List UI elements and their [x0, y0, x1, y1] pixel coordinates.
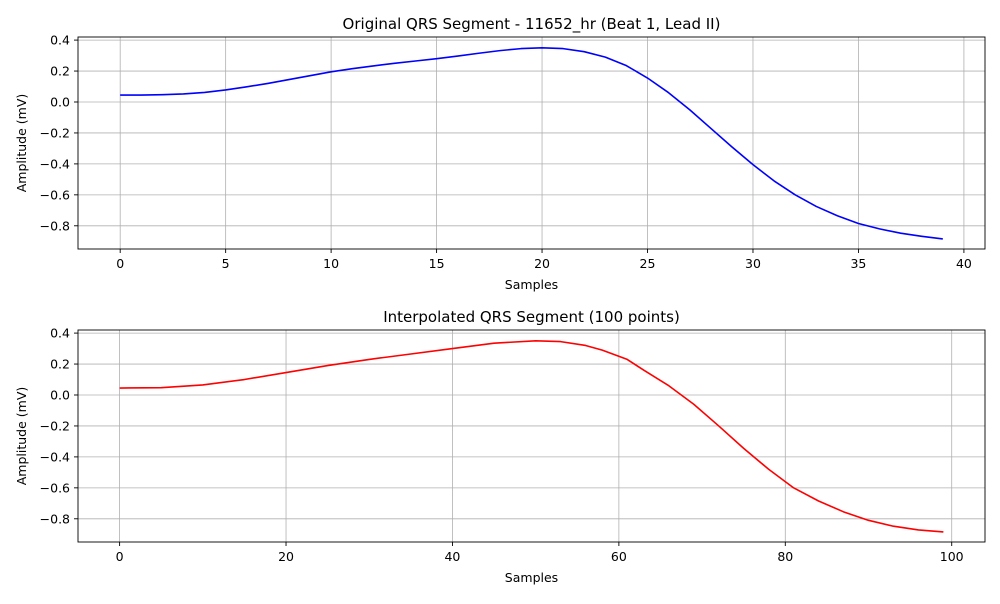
y-tick-label: 0.2 [50, 64, 70, 79]
x-axis-label: Samples [505, 570, 558, 585]
x-tick-label: 30 [745, 256, 761, 271]
series-line-1 [119, 340, 944, 533]
plot-frame [77, 36, 986, 250]
x-tick-label: 25 [640, 256, 656, 271]
y-tick-label: 0.4 [50, 326, 70, 341]
chart-title: Interpolated QRS Segment (100 points) [383, 308, 680, 326]
y-tick-label: −0.6 [40, 187, 70, 202]
series-line-1 [120, 47, 943, 240]
x-tick-label: 20 [278, 549, 294, 564]
y-tick-label: −0.8 [40, 218, 70, 233]
y-tick-label: −0.4 [40, 449, 70, 464]
x-tick-label: 10 [323, 256, 339, 271]
subplot-2: 0 20 40 60 80 100 −0.8 −0.6 −0.4 −0.2 0.0 0.2 0.4 Int… [14, 308, 986, 585]
y-tick-label: −0.8 [40, 511, 70, 526]
chart-title: Original QRS Segment - 11652_hr (Beat 1,… [343, 15, 721, 34]
y-tick-label: 0.2 [50, 357, 70, 372]
y-tick-label: 0.0 [50, 94, 70, 109]
x-tick-label: 15 [429, 256, 445, 271]
subplot-1: 0 5 10 15 20 25 30 35 40 −0.8 −0.6 −0.4 −0.2 0.0 0.2 0.… [14, 15, 986, 292]
y-tick-label: −0.2 [40, 125, 70, 140]
x-tick-label: 20 [534, 256, 550, 271]
y-tick-label: −0.6 [40, 480, 70, 495]
x-tick-label: 0 [116, 549, 124, 564]
x-axis-label: Samples [505, 277, 558, 292]
x-tick-label: 80 [777, 549, 793, 564]
x-tick-label: 0 [116, 256, 124, 271]
x-tick-label: 60 [611, 549, 627, 564]
x-tick-label: 40 [444, 549, 460, 564]
y-tick-label: 0.4 [50, 33, 70, 48]
plot-frame [77, 329, 986, 543]
x-tick-label: 40 [956, 256, 972, 271]
x-tick-label: 35 [850, 256, 866, 271]
y-axis-label: Amplitude (mV) [14, 94, 29, 193]
y-tick-label: −0.2 [40, 418, 70, 433]
y-axis-label: Amplitude (mV) [14, 387, 29, 486]
x-tick-label: 100 [940, 549, 964, 564]
x-tick-label: 5 [222, 256, 230, 271]
y-tick-label: 0.0 [50, 387, 70, 402]
y-tick-label: −0.4 [40, 156, 70, 171]
